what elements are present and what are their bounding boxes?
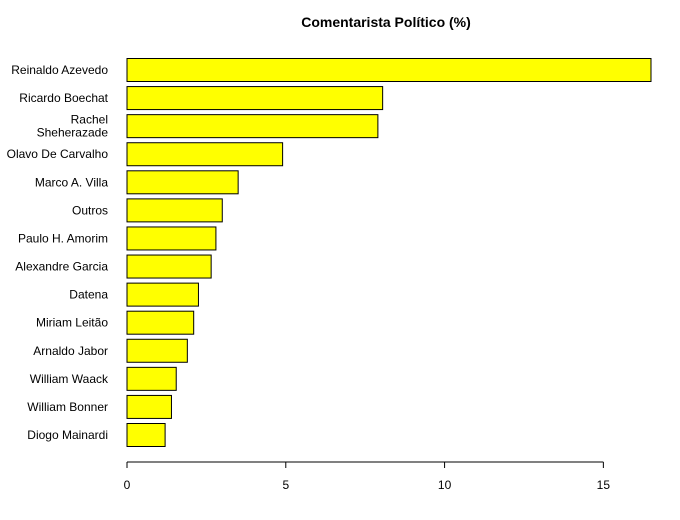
category-label-arnaldo-jabor: Arnaldo Jabor — [33, 344, 108, 358]
category-label-paulo-h-amorim: Paulo H. Amorim — [18, 231, 108, 245]
bar-reinaldo-azevedo — [126, 58, 652, 82]
category-label-ricardo-boechat: Ricardo Boechat — [19, 91, 108, 105]
x-tick-label-0: 0 — [124, 478, 131, 492]
category-label-alexandre-garcia: Alexandre Garcia — [15, 260, 108, 274]
bar-olavo-de-carvalho — [126, 142, 284, 167]
bar-arnaldo-jabor — [126, 338, 188, 363]
category-label-marco-a-villa: Marco A. Villa — [35, 175, 108, 189]
category-labels: Reinaldo Azevedo Ricardo Boechat Rachel She… — [7, 63, 109, 442]
category-label-outros: Outros — [72, 203, 108, 217]
x-axis: 0 5 10 15 — [124, 461, 611, 492]
x-tick-label-15: 15 — [597, 478, 611, 492]
bar-marco-a-villa — [126, 170, 239, 195]
category-label-william-bonner: William Bonner — [27, 400, 108, 414]
category-label-diogo-mainardi: Diogo Mainardi — [27, 428, 108, 442]
x-tick-label-5: 5 — [282, 478, 289, 492]
category-label-william-waack: William Waack — [30, 372, 109, 386]
bar-miriam-leit-o — [126, 310, 195, 335]
bar-diogo-mainardi — [126, 423, 166, 447]
bar-william-waack — [126, 366, 177, 391]
bars-group — [126, 58, 652, 447]
x-tick-label-10: 10 — [438, 478, 452, 492]
chart-title: Comentarista Político (%) — [301, 14, 471, 30]
bar-datena — [126, 282, 199, 307]
bar-william-bonner — [126, 394, 172, 419]
category-label-miriam-leit-o: Miriam Leitão — [36, 316, 108, 330]
bar-outros — [126, 198, 223, 223]
category-label-olavo-de-carvalho: Olavo De Carvalho — [7, 147, 109, 161]
bar-rachel-sheherazade — [126, 114, 379, 139]
bar-ricardo-boechat — [126, 86, 384, 111]
category-label-rachel-sheherazade: Rachel Sheherazade — [37, 113, 109, 140]
bar-paulo-h-amorim — [126, 226, 217, 251]
category-label-datena: Datena — [69, 288, 108, 302]
category-label-reinaldo-azevedo: Reinaldo Azevedo — [11, 63, 108, 77]
bar-alexandre-garcia — [126, 254, 212, 279]
